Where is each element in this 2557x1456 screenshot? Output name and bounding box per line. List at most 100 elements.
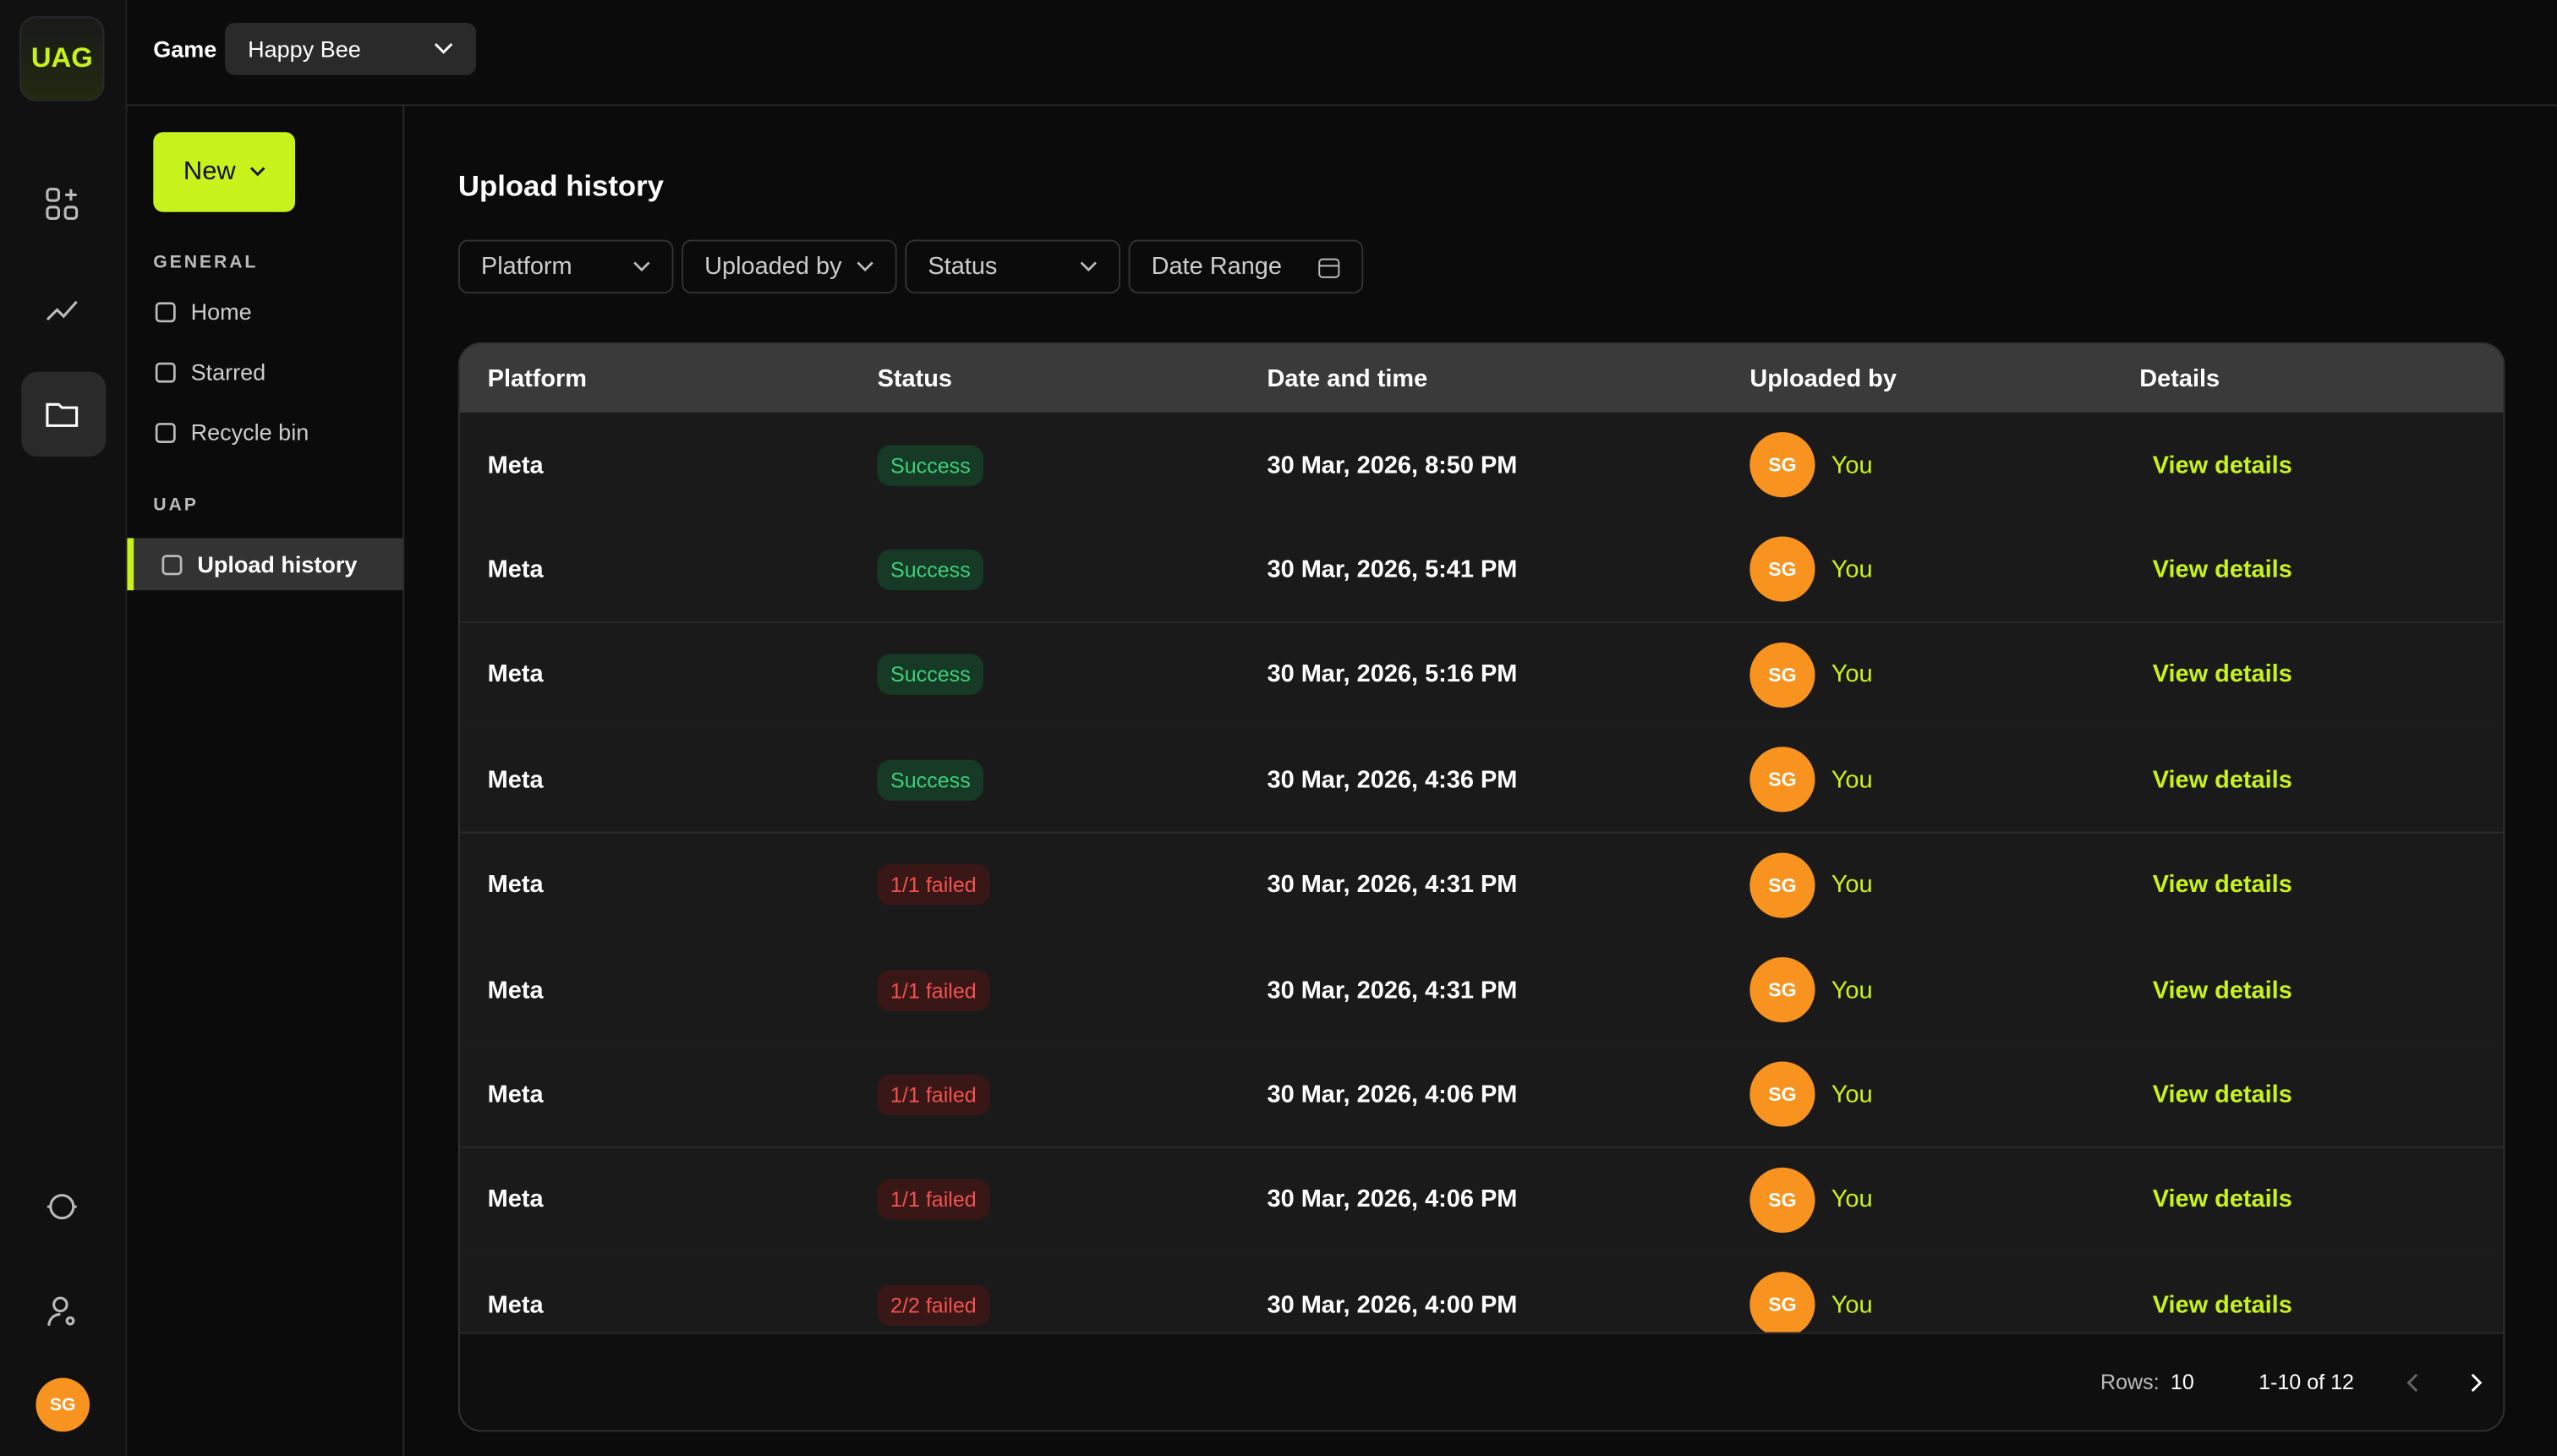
nav-icon (155, 361, 176, 382)
nav-label: Upload history (197, 550, 358, 577)
user-avatar[interactable]: SG (36, 1377, 90, 1432)
date-time: 30 Mar, 2026, 8:50 PM (1267, 451, 1518, 479)
column-header: Details (2139, 364, 2220, 392)
status-badge: 1/1 failed (877, 1074, 990, 1115)
platform: Meta (487, 976, 544, 1004)
column-header: Status (877, 364, 952, 392)
rows-value[interactable]: 10 (2170, 1369, 2194, 1394)
status-badge: 2/2 failed (877, 1284, 990, 1326)
nav-item[interactable]: Recycle bin (153, 416, 309, 449)
date-time: 30 Mar, 2026, 5:41 PM (1267, 556, 1518, 584)
table-row: Meta Success 30 Mar, 2026, 8:50 PM SG You Vie… (459, 412, 2504, 519)
uploader: You (1831, 976, 1873, 1004)
folder-icon[interactable] (44, 397, 79, 432)
nav-item[interactable]: Home (153, 295, 252, 328)
table-row: Meta Success 30 Mar, 2026, 4:36 PM SG You Vie… (459, 727, 2504, 834)
game-select[interactable]: Happy Bee (225, 22, 477, 75)
table-row: Meta Success 30 Mar, 2026, 5:41 PM SG You Vie… (459, 517, 2504, 624)
avatar: SG (1749, 851, 1815, 918)
new-button[interactable]: New (153, 132, 296, 212)
avatar: SG (1749, 1062, 1815, 1128)
filter[interactable]: Platform (457, 239, 674, 294)
status-badge: Success (877, 549, 984, 590)
view-details[interactable]: View details (2152, 871, 2292, 899)
status-badge: 1/1 failed (877, 969, 990, 1010)
avatar: SG (1749, 642, 1815, 708)
table-row: Meta 1/1 failed 30 Mar, 2026, 4:31 PM SG You… (459, 832, 2504, 939)
chevron (633, 261, 650, 272)
column-header: Date and time (1267, 364, 1428, 392)
page-title: Upload history (457, 169, 664, 203)
chevron (434, 43, 453, 54)
status-badge: Success (877, 444, 984, 485)
active-nav[interactable] (21, 371, 107, 457)
prev-page[interactable] (2406, 1371, 2422, 1394)
uploader: You (1831, 765, 1873, 794)
apps-icon[interactable] (44, 186, 79, 222)
status-badge: 1/1 failed (877, 864, 990, 906)
platform: Meta (487, 765, 544, 794)
new-label: New (183, 157, 236, 185)
status-cell: 1/1 failed (877, 1147, 990, 1251)
status-cell: 1/1 failed (877, 1043, 990, 1147)
view-details[interactable]: View details (2152, 976, 2292, 1004)
view-details[interactable]: View details (2152, 451, 2292, 479)
avatar: SG (1749, 432, 1815, 498)
status-badge: Success (877, 759, 984, 801)
filter-label: Platform (480, 252, 572, 281)
date-time: 30 Mar, 2026, 4:36 PM (1267, 765, 1518, 794)
filter[interactable]: Date Range (1128, 239, 1364, 294)
view-details[interactable]: View details (2152, 1290, 2292, 1319)
status-badge: 1/1 failed (877, 1179, 990, 1221)
section-title: UAP (153, 495, 199, 516)
uploader: You (1831, 451, 1873, 479)
next-page[interactable] (2467, 1371, 2483, 1394)
sidebar: New GENERAL Home Starred Recycle bin UAP Uplo… (125, 104, 405, 1456)
analytics-icon[interactable] (44, 290, 79, 326)
view-details[interactable]: View details (2152, 556, 2292, 584)
logo: UAG (19, 16, 105, 101)
status-cell: Success (877, 517, 984, 621)
rows-label: Rows: (2100, 1369, 2160, 1394)
platform: Meta (487, 1185, 544, 1214)
platform: Meta (487, 556, 544, 584)
pagination: Rows: 10 1-10 of 12 (459, 1332, 2504, 1431)
filter[interactable]: Uploaded by (682, 239, 897, 294)
table-header: Platform Status Date and time Uploaded by De… (459, 343, 2504, 413)
user-settings-icon[interactable] (44, 1293, 79, 1328)
view-details[interactable]: View details (2152, 1081, 2292, 1109)
platform: Meta (487, 1081, 544, 1109)
game-value: Happy Bee (248, 36, 361, 63)
chevron (1080, 261, 1097, 272)
status-cell: 1/1 failed (877, 833, 990, 937)
nav-rail: UAG SG (0, 0, 128, 1456)
nav-label: Home (190, 298, 252, 325)
uploader: You (1831, 556, 1873, 584)
table-row: Meta Success 30 Mar, 2026, 5:16 PM SG You Vie… (459, 622, 2504, 729)
table-row: Meta 1/1 failed 30 Mar, 2026, 4:31 PM SG You… (459, 937, 2504, 1044)
column-header: Uploaded by (1749, 364, 1897, 392)
uploader: You (1831, 1081, 1873, 1109)
chevron (249, 167, 265, 177)
nav-label: Starred (190, 359, 266, 386)
status-badge: Success (877, 654, 984, 696)
date-time: 30 Mar, 2026, 5:16 PM (1267, 660, 1518, 689)
status-cell: Success (877, 622, 984, 726)
view-details[interactable]: View details (2152, 765, 2292, 794)
view-details[interactable]: View details (2152, 1185, 2292, 1214)
nav-icon (155, 422, 176, 443)
filter[interactable]: Status (905, 239, 1120, 294)
avatar: SG (1749, 537, 1815, 603)
view-details[interactable]: View details (2152, 660, 2292, 689)
platform: Meta (487, 451, 544, 479)
nav-item[interactable]: Starred (153, 355, 266, 388)
column-header: Platform (487, 364, 587, 392)
section-title: GENERAL (153, 252, 259, 273)
filter-label: Status (928, 252, 998, 281)
nav-icon (155, 301, 176, 322)
support-icon[interactable] (44, 1189, 79, 1224)
nav-item[interactable]: Upload history (127, 538, 403, 591)
table: Platform Status Date and time Uploaded by De… (457, 342, 2505, 1432)
